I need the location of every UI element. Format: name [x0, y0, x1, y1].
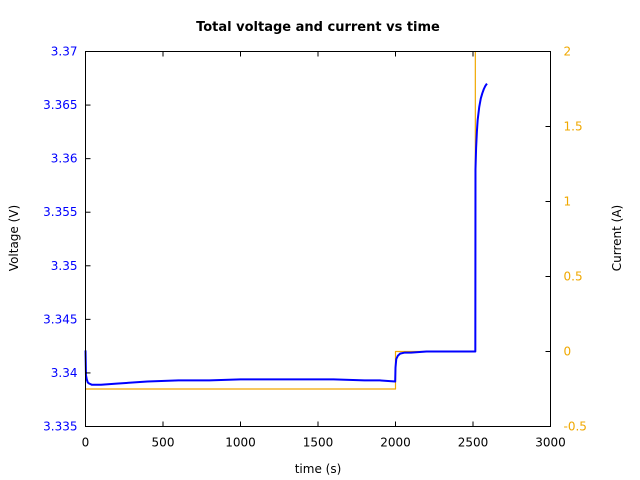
x-tick-label: 500: [152, 436, 175, 450]
x-axis-label: time (s): [295, 462, 342, 476]
y-right-tick-label: 1: [564, 195, 572, 209]
x-tick-label: 0: [82, 436, 90, 450]
plot-frame: [85, 51, 551, 427]
y-right-tick-label: 1.5: [564, 120, 583, 134]
y-right-tick-label: 0.5: [564, 270, 583, 284]
x-tick-label: 1500: [303, 436, 334, 450]
y-left-tick-label: 3.36: [51, 152, 78, 166]
y-left-tick-label: 3.335: [43, 420, 77, 434]
y-left-tick-label: 3.37: [51, 45, 78, 59]
y-right-tick-label: 0: [564, 345, 572, 359]
x-tick-label: 2500: [458, 436, 489, 450]
y-left-tick-label: 3.34: [51, 366, 78, 380]
y-right-tick-label: 2: [564, 45, 572, 59]
y-axis-left-label: Voltage (V): [7, 205, 21, 271]
voltage-series-line: [84, 83, 488, 386]
y-axis-left: 3.335 3.34 3.345 3.35 3.355 3.36 3.365 3.37: [43, 45, 91, 434]
y-axis-right-label: Current (A): [610, 205, 624, 271]
y-left-tick-label: 3.365: [43, 98, 77, 112]
y-left-tick-label: 3.355: [43, 205, 77, 219]
y-left-tick-label: 3.345: [43, 312, 77, 326]
y-right-tick-label: -0.5: [564, 420, 587, 434]
chart-title: Total voltage and current vs time: [196, 20, 440, 35]
current-series-line: [85, 51, 476, 390]
series-layer: [84, 51, 488, 390]
y-left-tick-label: 3.35: [51, 259, 78, 273]
y-axis-right: -0.5 0 0.5 1 1.5 2: [545, 45, 587, 434]
x-axis: 0 500 1000 1500 2000 2500 3000: [82, 51, 566, 450]
x-tick-label: 2000: [380, 436, 411, 450]
x-tick-label: 1000: [225, 436, 256, 450]
x-tick-label: 3000: [535, 436, 566, 450]
